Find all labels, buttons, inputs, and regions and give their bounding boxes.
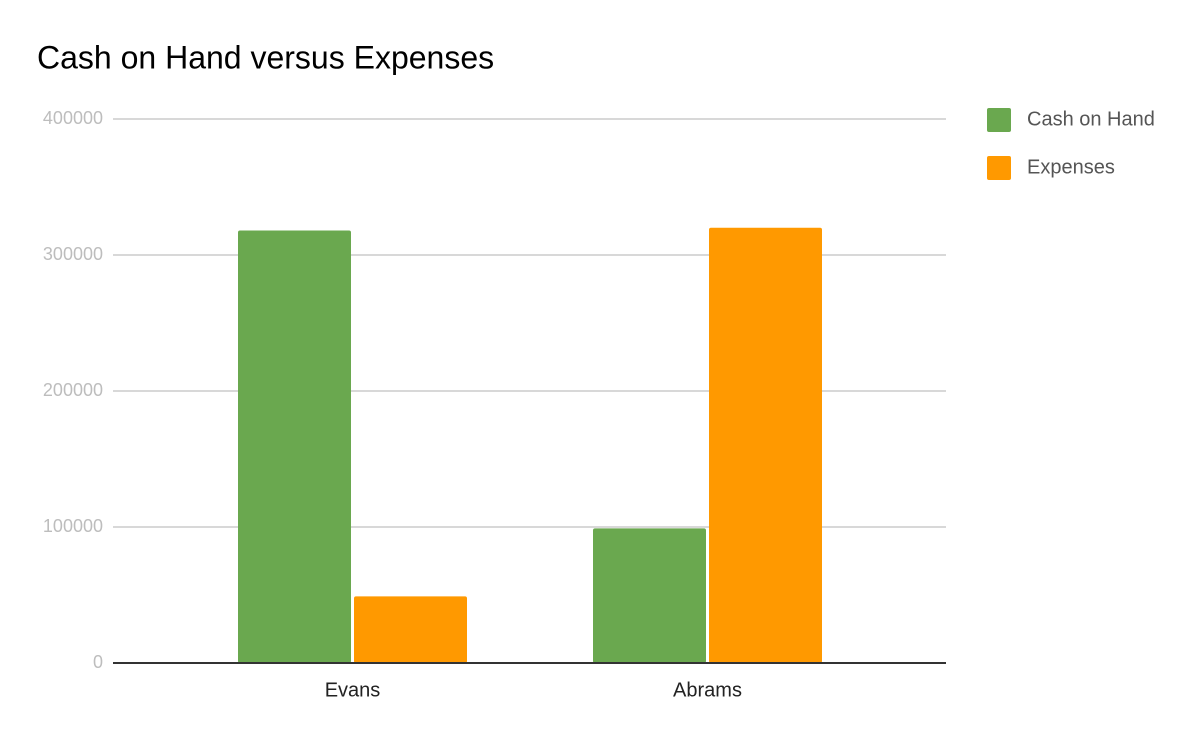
bar [238, 230, 351, 663]
y-tick-label: 200000 [43, 380, 103, 400]
y-tick-label: 300000 [43, 244, 103, 264]
bar [354, 596, 467, 663]
y-tick-label: 0 [93, 652, 103, 672]
legend-swatch [987, 156, 1011, 180]
legend-swatch [987, 108, 1011, 132]
x-tick-label: Abrams [673, 679, 742, 701]
bar [593, 528, 706, 663]
chart-title: Cash on Hand versus Expenses [37, 39, 494, 75]
bar [709, 227, 822, 664]
y-tick-label: 100000 [43, 516, 103, 536]
x-tick-label: Evans [325, 679, 381, 701]
legend-label: Cash on Hand [1027, 108, 1155, 130]
legend-label: Expenses [1027, 156, 1115, 178]
y-tick-label: 400000 [43, 108, 103, 128]
